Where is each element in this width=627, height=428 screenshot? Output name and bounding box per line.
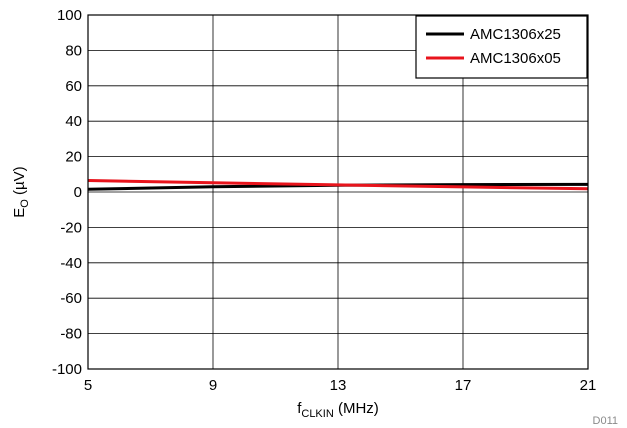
legend-label: AMC1306x25 (470, 26, 561, 43)
y-tick-label: -60 (60, 290, 82, 307)
x-axis-title-subscript: CLKIN (301, 408, 333, 420)
y-tick-label: -20 (60, 219, 82, 236)
legend-box (415, 15, 588, 79)
y-axis-title-subscript: O (19, 199, 31, 208)
y-tick-label: -100 (52, 361, 82, 378)
y-tick-labels: 100 80 60 40 20 0 -20 -40 -60 -80 -100 (52, 7, 82, 378)
y-axis-title-main: E (11, 208, 28, 218)
x-axis-title-main: f (297, 400, 302, 417)
x-tick-label: 9 (209, 377, 217, 394)
y-tick-label: 40 (65, 113, 82, 130)
y-tick-label: -40 (60, 255, 82, 272)
y-tick-label: 60 (65, 78, 82, 95)
y-axis-title-unit: (µV) (11, 166, 28, 199)
y-tick-label: 100 (57, 7, 82, 24)
y-tick-label: 0 (74, 184, 82, 201)
x-axis-title-unit: (MHz) (334, 400, 379, 417)
x-tick-labels: 5 9 13 17 21 (84, 377, 597, 394)
y-axis-title: EO (µV) (11, 166, 31, 217)
y-tick-label: 20 (65, 149, 82, 166)
figure-id: D011 (593, 415, 618, 427)
x-tick-label: 13 (330, 377, 347, 394)
legend-label: AMC1306x05 (470, 50, 561, 67)
x-tick-label: 17 (455, 377, 472, 394)
legend: AMC1306x25 AMC1306x05 (415, 15, 588, 79)
series-lines (87, 179, 589, 191)
plot-frame (87, 14, 589, 370)
y-tick-label: 80 (65, 42, 82, 59)
x-axis-title: fCLKIN (MHz) (297, 400, 379, 420)
x-tick-label: 5 (84, 377, 92, 394)
series-line (87, 179, 589, 191)
x-tick-label: 21 (580, 377, 597, 394)
y-tick-label: -80 (60, 326, 82, 343)
